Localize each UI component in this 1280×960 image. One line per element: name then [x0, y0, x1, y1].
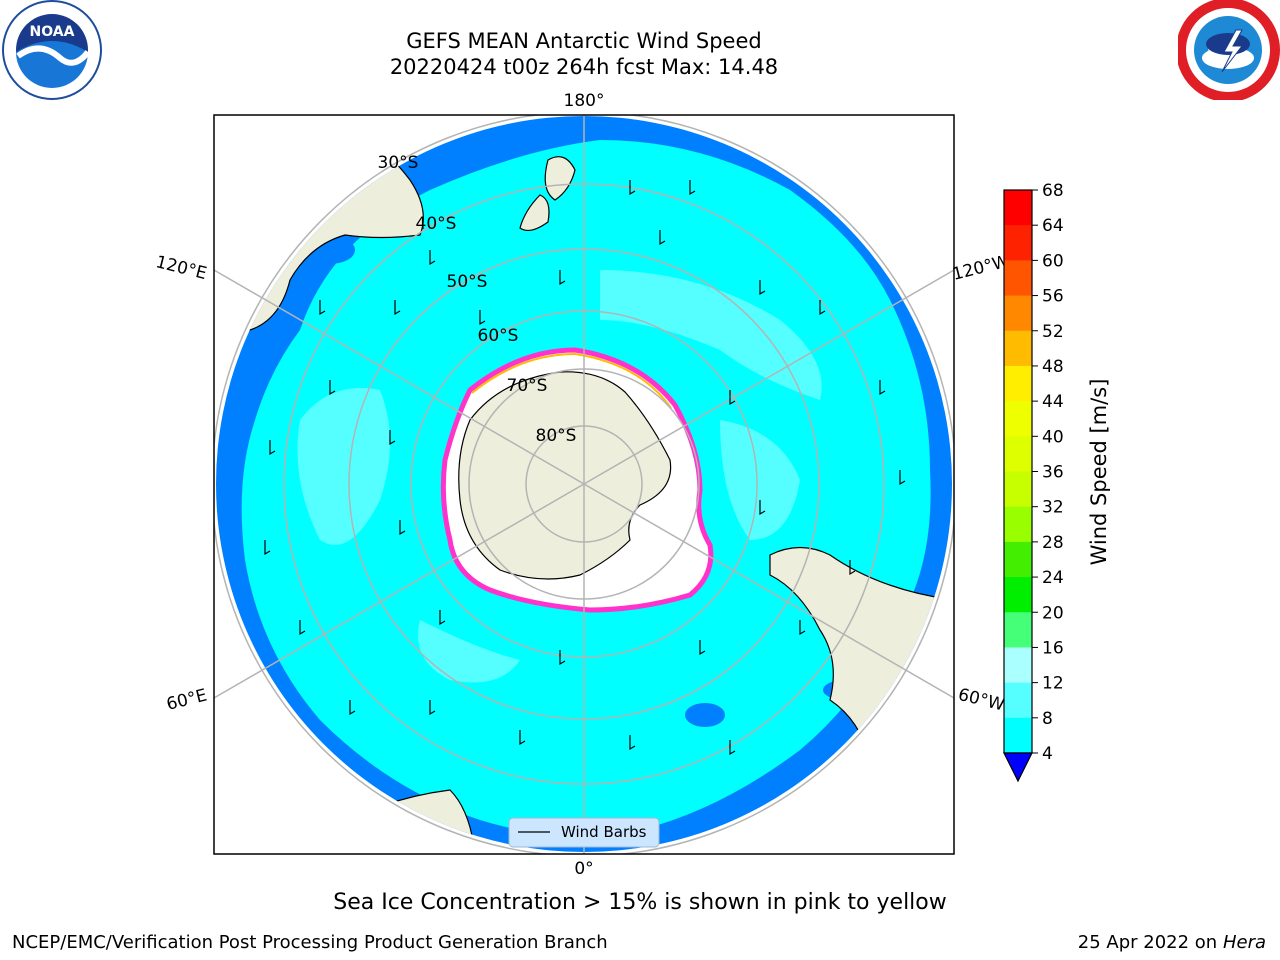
chart-title: GEFS MEAN Antarctic Wind Speed [406, 29, 762, 53]
map-legend [508, 817, 660, 848]
colorbar-tick-label: 8 [1042, 709, 1053, 729]
colorbar-tick-label: 24 [1042, 568, 1064, 588]
colorbar-tick-label: 52 [1042, 322, 1064, 342]
colorbar-tick-label: 4 [1042, 744, 1053, 764]
colorbar-segment [1004, 260, 1032, 297]
lon-label-top: 180° [564, 91, 605, 111]
footer-date-text: 25 Apr 2022 on [1077, 932, 1223, 953]
colorbar-tick-label: 44 [1042, 392, 1064, 412]
colorbar-segment [1004, 717, 1032, 754]
lon-label-lower-left: 60°E [165, 686, 209, 715]
colorbar-segment [1004, 541, 1032, 578]
colorbar-extend-arrow [1003, 752, 1033, 783]
colorbar-tick-label: 32 [1042, 498, 1064, 518]
colorbar-segment [1004, 330, 1032, 367]
map-frame [213, 114, 955, 855]
colorbar-segment [1004, 682, 1032, 719]
lat-label-80s: 80°S [536, 426, 577, 446]
lon-label-bottom: 0° [574, 859, 593, 879]
antarctica-land [458, 371, 672, 580]
wind-patch [600, 270, 822, 400]
colorbar-segment [1004, 365, 1032, 402]
colorbar-tick-label: 28 [1042, 533, 1064, 553]
colorbar-segment [1004, 401, 1032, 437]
colorbar-tick-label: 16 [1042, 638, 1064, 658]
colorbar-tick-label: 40 [1042, 427, 1064, 447]
wind-patch [418, 620, 520, 683]
colorbar-tick-label: 12 [1042, 674, 1064, 694]
colorbar-segment [1004, 225, 1032, 261]
chart-subtitle: 20220424 t00z 264h fcst Max: 14.48 [389, 55, 779, 79]
colorbar-tick-label: 36 [1042, 463, 1064, 483]
colorbar-tick-label: 68 [1042, 181, 1064, 201]
wind-barbs [264, 180, 906, 756]
footer-machine: Hera [1222, 932, 1266, 953]
legend-label-wind-barbs: Wind Barbs [561, 823, 647, 841]
colorbar-segment [1004, 436, 1032, 472]
colorbar-tick-label: 20 [1042, 603, 1064, 623]
wind-patch [297, 388, 390, 545]
lat-label-60s: 60°S [478, 326, 519, 346]
nws-logo-icon [1178, 0, 1280, 100]
lon-label-upper-left: 120°E [154, 252, 209, 284]
lat-label-30s: 30°S [378, 153, 419, 173]
footer-date: 25 Apr 2022 on Hera [1078, 932, 1266, 953]
colorbar: 68 64 60 56 52 48 44 40 36 32 28 24 20 16 12 8 4 Wind Sp… [1003, 181, 1110, 783]
lat-label-70s: 70°S [507, 376, 548, 396]
colorbar-tick-label: 56 [1042, 287, 1064, 307]
colorbar-tick-label: 48 [1042, 357, 1064, 377]
noaa-logo-text: NOAA [30, 24, 75, 40]
lat-label-50s: 50°S [447, 272, 488, 292]
colorbar-segment [1004, 190, 1032, 226]
colorbar-segment [1004, 506, 1032, 543]
lat-label-40s: 40°S [416, 214, 457, 234]
colorbar-tick-label: 60 [1042, 251, 1064, 271]
footer-branch: NCEP/EMC/Verification Post Processing Pr… [12, 932, 608, 953]
colorbar-segment [1004, 647, 1032, 684]
colorbar-segment [1004, 295, 1032, 332]
noaa-logo-icon: NOAA [2, 0, 102, 100]
colorbar-tick-label: 64 [1042, 216, 1064, 236]
sea-ice-note: Sea Ice Concentration > 15% is shown in … [333, 890, 947, 915]
colorbar-segment [1004, 471, 1032, 508]
colorbar-segment [1004, 577, 1032, 613]
colorbar-segment [1004, 612, 1032, 648]
new-zealand-land [544, 156, 576, 201]
wind-patch [720, 420, 800, 540]
graticule [214, 115, 954, 854]
colorbar-label: Wind Speed [m/s] [1087, 379, 1110, 566]
